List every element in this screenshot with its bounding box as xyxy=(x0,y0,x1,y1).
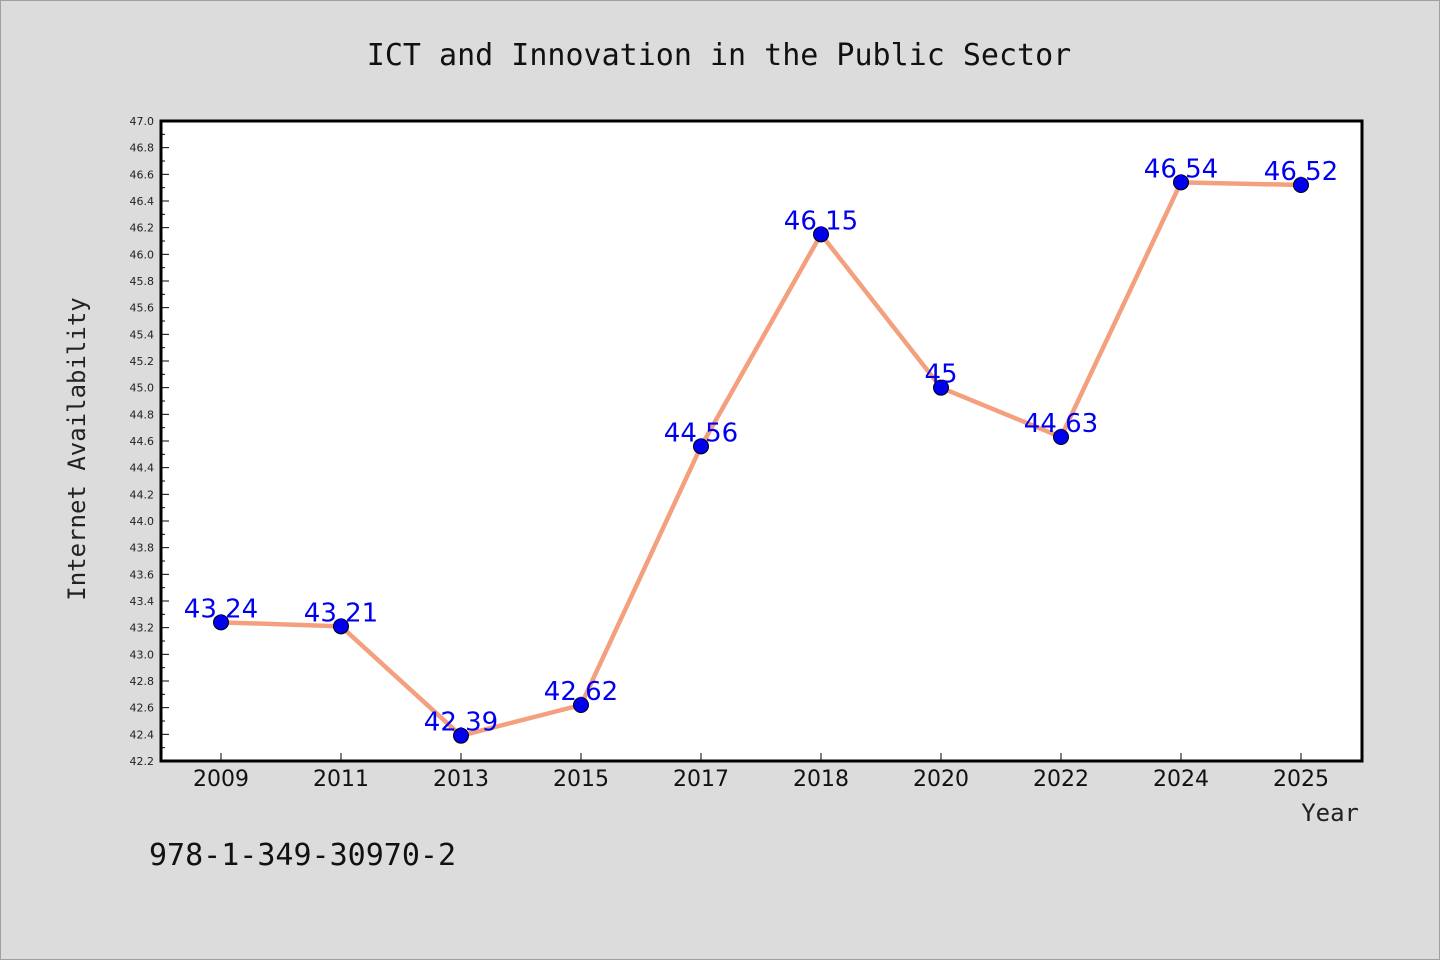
y-tick-label: 44.6 xyxy=(130,435,155,448)
y-tick-label: 45.6 xyxy=(130,302,155,315)
y-tick-label: 46.4 xyxy=(130,195,155,208)
data-points xyxy=(213,174,1309,744)
data-label: 44.56 xyxy=(664,418,738,448)
data-point xyxy=(1173,174,1189,191)
y-tick-label: 43.2 xyxy=(130,622,155,635)
data-label: 43.24 xyxy=(184,594,258,624)
data-label: 46.54 xyxy=(1144,154,1218,184)
x-axis: 2009 2011 2013 2015 2017 2018 2020 2022 2024 2025 xyxy=(193,753,1329,792)
y-axis-label: Internet Availability xyxy=(63,297,91,600)
y-tick-label: 44.0 xyxy=(130,515,155,528)
y-tick-label: 43.4 xyxy=(130,595,155,608)
y-tick-label: 42.2 xyxy=(130,755,155,768)
y-tick-label: 45.4 xyxy=(130,328,155,341)
data-label: 44.63 xyxy=(1024,409,1098,439)
x-tick-label: 2022 xyxy=(1033,767,1089,792)
y-tick-label: 44.4 xyxy=(130,462,155,475)
x-tick-label: 2015 xyxy=(553,767,609,792)
data-labels: 43.24 43.21 42.39 42.62 44.56 46.15 45 44.63 46.… xyxy=(184,154,1338,737)
series-line-group xyxy=(218,180,1304,738)
data-point xyxy=(1053,429,1069,445)
x-tick-label: 2009 xyxy=(193,767,249,792)
y-tick-label: 43.0 xyxy=(130,648,155,661)
y-tick-label: 45.2 xyxy=(130,355,155,368)
data-point xyxy=(453,727,469,744)
x-tick-label: 2011 xyxy=(313,767,369,792)
chart-title: ICT and Innovation in the Public Sector xyxy=(367,38,1071,73)
y-tick-label: 46.0 xyxy=(130,248,155,261)
data-point xyxy=(813,226,829,243)
y-tick-label: 45.8 xyxy=(130,275,155,288)
x-axis-label: Year xyxy=(1301,799,1359,827)
plot-area xyxy=(159,119,1364,763)
data-label: 42.39 xyxy=(424,708,498,738)
y-tick-label: 47.0 xyxy=(130,115,155,128)
y-tick-label: 46.6 xyxy=(130,168,155,181)
data-point xyxy=(573,697,589,713)
series-line xyxy=(218,180,1304,738)
y-tick-label: 46.8 xyxy=(130,142,155,155)
data-label: 46.52 xyxy=(1264,157,1338,187)
data-point xyxy=(213,614,229,631)
x-tick-label: 2013 xyxy=(433,767,489,792)
data-label: 46.15 xyxy=(784,206,858,236)
y-tick-label: 42.6 xyxy=(130,702,155,715)
data-point xyxy=(1293,177,1309,193)
y-tick-label: 45.0 xyxy=(130,382,155,395)
y-tick-label: 44.8 xyxy=(130,408,155,421)
footnote-isbn: 978-1-349-30970-2 xyxy=(149,838,456,873)
y-tick-label: 43.6 xyxy=(130,568,155,581)
data-point xyxy=(693,438,709,455)
y-tick-label: 44.2 xyxy=(130,488,155,501)
data-label: 45 xyxy=(924,360,957,390)
y-tick-label: 46.2 xyxy=(130,222,155,235)
x-tick-label: 2025 xyxy=(1273,767,1329,792)
data-point xyxy=(933,379,949,396)
y-tick-label: 42.8 xyxy=(130,675,155,688)
data-point xyxy=(333,618,349,635)
x-tick-label: 2018 xyxy=(793,767,849,792)
y-tick-label: 42.4 xyxy=(130,728,155,741)
x-tick-label: 2020 xyxy=(913,767,969,792)
y-tick-label: 43.8 xyxy=(130,542,155,555)
x-tick-label: 2017 xyxy=(673,767,729,792)
x-tick-label: 2024 xyxy=(1153,767,1209,792)
data-label: 42.62 xyxy=(544,677,618,707)
data-label: 43.21 xyxy=(304,598,378,628)
y-axis: 42.2 42.4 42.6 42.8 43.0 43.2 43.4 43.6 43.8 44.0… xyxy=(130,115,169,768)
